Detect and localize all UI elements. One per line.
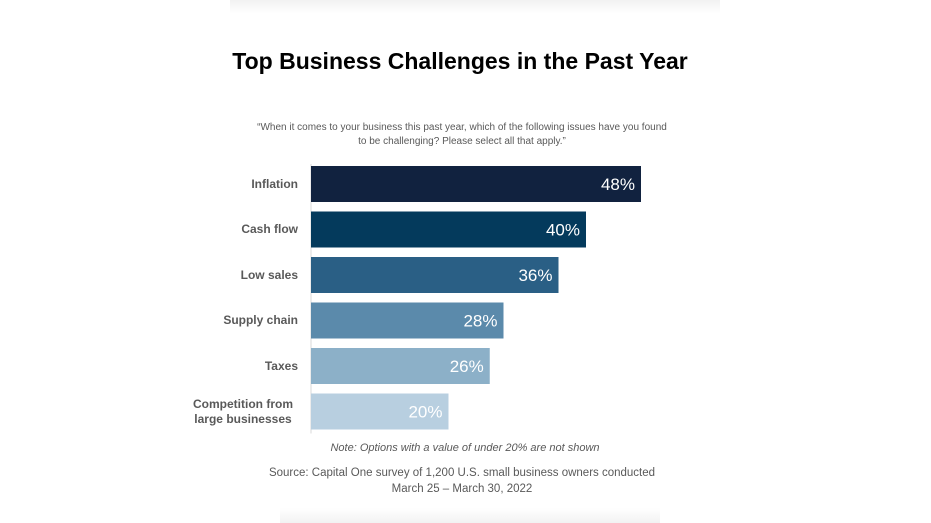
data-label: 26%	[450, 357, 484, 376]
bar-cash-flow	[311, 211, 586, 248]
data-label: 36%	[518, 266, 552, 285]
chart-note: Note: Options with a value of under 20% …	[330, 442, 600, 454]
chart-title: Top Business Challenges in the Past Year	[232, 48, 688, 74]
category-label: Low sales	[240, 267, 298, 282]
bar-inflation	[311, 166, 641, 202]
bar-low-sales	[311, 257, 559, 293]
bar-supply-chain	[311, 302, 504, 339]
chart-subtitle: “When it comes to your business this pas…	[257, 122, 667, 147]
category-label: Taxes	[264, 358, 298, 373]
bottom-shadow	[280, 508, 660, 523]
data-label: 20%	[408, 403, 442, 422]
data-label: 48%	[601, 175, 635, 194]
data-label: 40%	[546, 221, 580, 240]
bar-taxes	[311, 348, 490, 384]
top-shadow	[230, 0, 720, 14]
chart-source: Source: Capital One survey of 1,200 U.S.…	[268, 467, 656, 495]
category-label: Inflation	[251, 176, 298, 191]
data-label: 28%	[463, 312, 497, 331]
category-label: Supply chain	[223, 313, 298, 327]
bar-competition-from-large-businesses	[311, 393, 449, 430]
category-label: Cash flow	[241, 222, 298, 236]
category-label: Competition from large businesses	[193, 396, 293, 426]
